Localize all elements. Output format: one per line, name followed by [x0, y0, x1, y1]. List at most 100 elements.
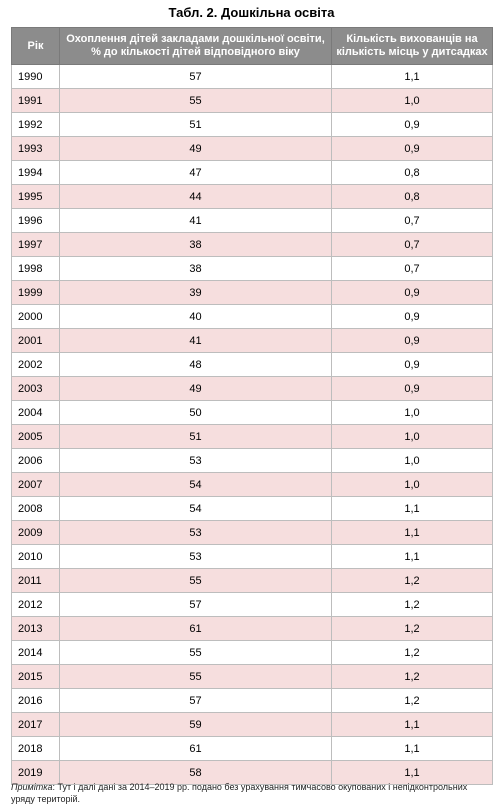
table-row: 2010 53 1,1 [11, 544, 493, 569]
cell-children-per-place: 1,0 [331, 424, 493, 449]
cell-children-per-place: 0,9 [331, 280, 493, 305]
footnote: Примітка: Тут і далі дані за 2014–2019 р… [11, 781, 492, 805]
table-title: Табл. 2. Дошкільна освіта [168, 5, 335, 20]
cell-coverage: 39 [59, 280, 332, 305]
table-row: 2013 61 1,2 [11, 616, 493, 641]
cell-children-per-place: 1,1 [331, 64, 493, 89]
table-row: 2004 50 1,0 [11, 400, 493, 425]
cell-coverage: 49 [59, 376, 332, 401]
cell-children-per-place: 0,8 [331, 184, 493, 209]
cell-children-per-place: 0,9 [331, 112, 493, 137]
header-coverage: Охоплення дітей закладами дошкільної осв… [59, 27, 332, 65]
cell-coverage: 41 [59, 328, 332, 353]
cell-children-per-place: 1,2 [331, 568, 493, 593]
table-row: 1993 49 0,9 [11, 136, 493, 161]
table-row: 1997 38 0,7 [11, 232, 493, 257]
cell-children-per-place: 1,1 [331, 544, 493, 569]
table-row: 2014 55 1,2 [11, 640, 493, 665]
cell-year: 1991 [11, 88, 60, 113]
cell-year: 2004 [11, 400, 60, 425]
cell-coverage: 55 [59, 88, 332, 113]
cell-children-per-place: 1,2 [331, 664, 493, 689]
cell-coverage: 57 [59, 592, 332, 617]
table-row: 1994 47 0,8 [11, 160, 493, 185]
table-row: 2011 55 1,2 [11, 568, 493, 593]
table-row: 1990 57 1,1 [11, 64, 493, 89]
cell-year: 1995 [11, 184, 60, 209]
cell-coverage: 49 [59, 136, 332, 161]
cell-children-per-place: 1,0 [331, 400, 493, 425]
cell-children-per-place: 1,2 [331, 688, 493, 713]
cell-coverage: 50 [59, 400, 332, 425]
cell-year: 1998 [11, 256, 60, 281]
cell-coverage: 61 [59, 616, 332, 641]
cell-coverage: 55 [59, 568, 332, 593]
cell-year: 2005 [11, 424, 60, 449]
cell-year: 2014 [11, 640, 60, 665]
cell-children-per-place: 0,9 [331, 376, 493, 401]
cell-year: 2013 [11, 616, 60, 641]
cell-year: 1994 [11, 160, 60, 185]
cell-year: 2002 [11, 352, 60, 377]
table-row: 2000 40 0,9 [11, 304, 493, 329]
cell-coverage: 55 [59, 640, 332, 665]
cell-year: 2016 [11, 688, 60, 713]
table-body: 1990 57 1,1 1991 55 1,0 1992 51 0,9 1993 49 0,9 1994… [11, 64, 493, 785]
table-row: 2006 53 1,0 [11, 448, 493, 473]
cell-coverage: 53 [59, 448, 332, 473]
header-children-per-place: Кількість вихованців на кількість місць … [331, 27, 493, 65]
cell-year: 2008 [11, 496, 60, 521]
cell-coverage: 53 [59, 544, 332, 569]
cell-coverage: 40 [59, 304, 332, 329]
footnote-label: Примітка [11, 782, 53, 792]
table-row: 2005 51 1,0 [11, 424, 493, 449]
cell-children-per-place: 1,1 [331, 712, 493, 737]
cell-children-per-place: 1,2 [331, 640, 493, 665]
table-row: 1992 51 0,9 [11, 112, 493, 137]
cell-children-per-place: 0,9 [331, 136, 493, 161]
table-row: 2008 54 1,1 [11, 496, 493, 521]
table-row: 1991 55 1,0 [11, 88, 493, 113]
cell-children-per-place: 0,8 [331, 160, 493, 185]
cell-children-per-place: 0,9 [331, 352, 493, 377]
table-row: 2002 48 0,9 [11, 352, 493, 377]
cell-year: 1996 [11, 208, 60, 233]
cell-coverage: 61 [59, 736, 332, 761]
table-row: 1999 39 0,9 [11, 280, 493, 305]
cell-year: 1990 [11, 64, 60, 89]
cell-year: 1992 [11, 112, 60, 137]
cell-year: 2018 [11, 736, 60, 761]
cell-year: 2011 [11, 568, 60, 593]
cell-children-per-place: 1,1 [331, 520, 493, 545]
cell-coverage: 47 [59, 160, 332, 185]
cell-coverage: 54 [59, 496, 332, 521]
cell-year: 1999 [11, 280, 60, 305]
cell-coverage: 41 [59, 208, 332, 233]
cell-coverage: 57 [59, 688, 332, 713]
cell-year: 2003 [11, 376, 60, 401]
table-row: 2017 59 1,1 [11, 712, 493, 737]
cell-year: 2012 [11, 592, 60, 617]
cell-children-per-place: 0,9 [331, 304, 493, 329]
cell-year: 2001 [11, 328, 60, 353]
cell-year: 2017 [11, 712, 60, 737]
table-row: 2015 55 1,2 [11, 664, 493, 689]
cell-year: 2009 [11, 520, 60, 545]
cell-coverage: 48 [59, 352, 332, 377]
cell-children-per-place: 1,0 [331, 472, 493, 497]
cell-children-per-place: 1,2 [331, 616, 493, 641]
header-year: Рік [11, 27, 60, 65]
cell-year: 2000 [11, 304, 60, 329]
cell-coverage: 44 [59, 184, 332, 209]
cell-children-per-place: 0,7 [331, 232, 493, 257]
cell-children-per-place: 1,0 [331, 88, 493, 113]
table-row: 2007 54 1,0 [11, 472, 493, 497]
table-row: 2001 41 0,9 [11, 328, 493, 353]
cell-year: 2015 [11, 664, 60, 689]
data-table: Рік Охоплення дітей закладами дошкільної… [11, 27, 493, 785]
footnote-text: : Тут і далі дані за 2014–2019 рр. подан… [11, 782, 468, 804]
cell-children-per-place: 1,1 [331, 736, 493, 761]
cell-coverage: 53 [59, 520, 332, 545]
cell-children-per-place: 1,2 [331, 592, 493, 617]
cell-children-per-place: 0,9 [331, 328, 493, 353]
